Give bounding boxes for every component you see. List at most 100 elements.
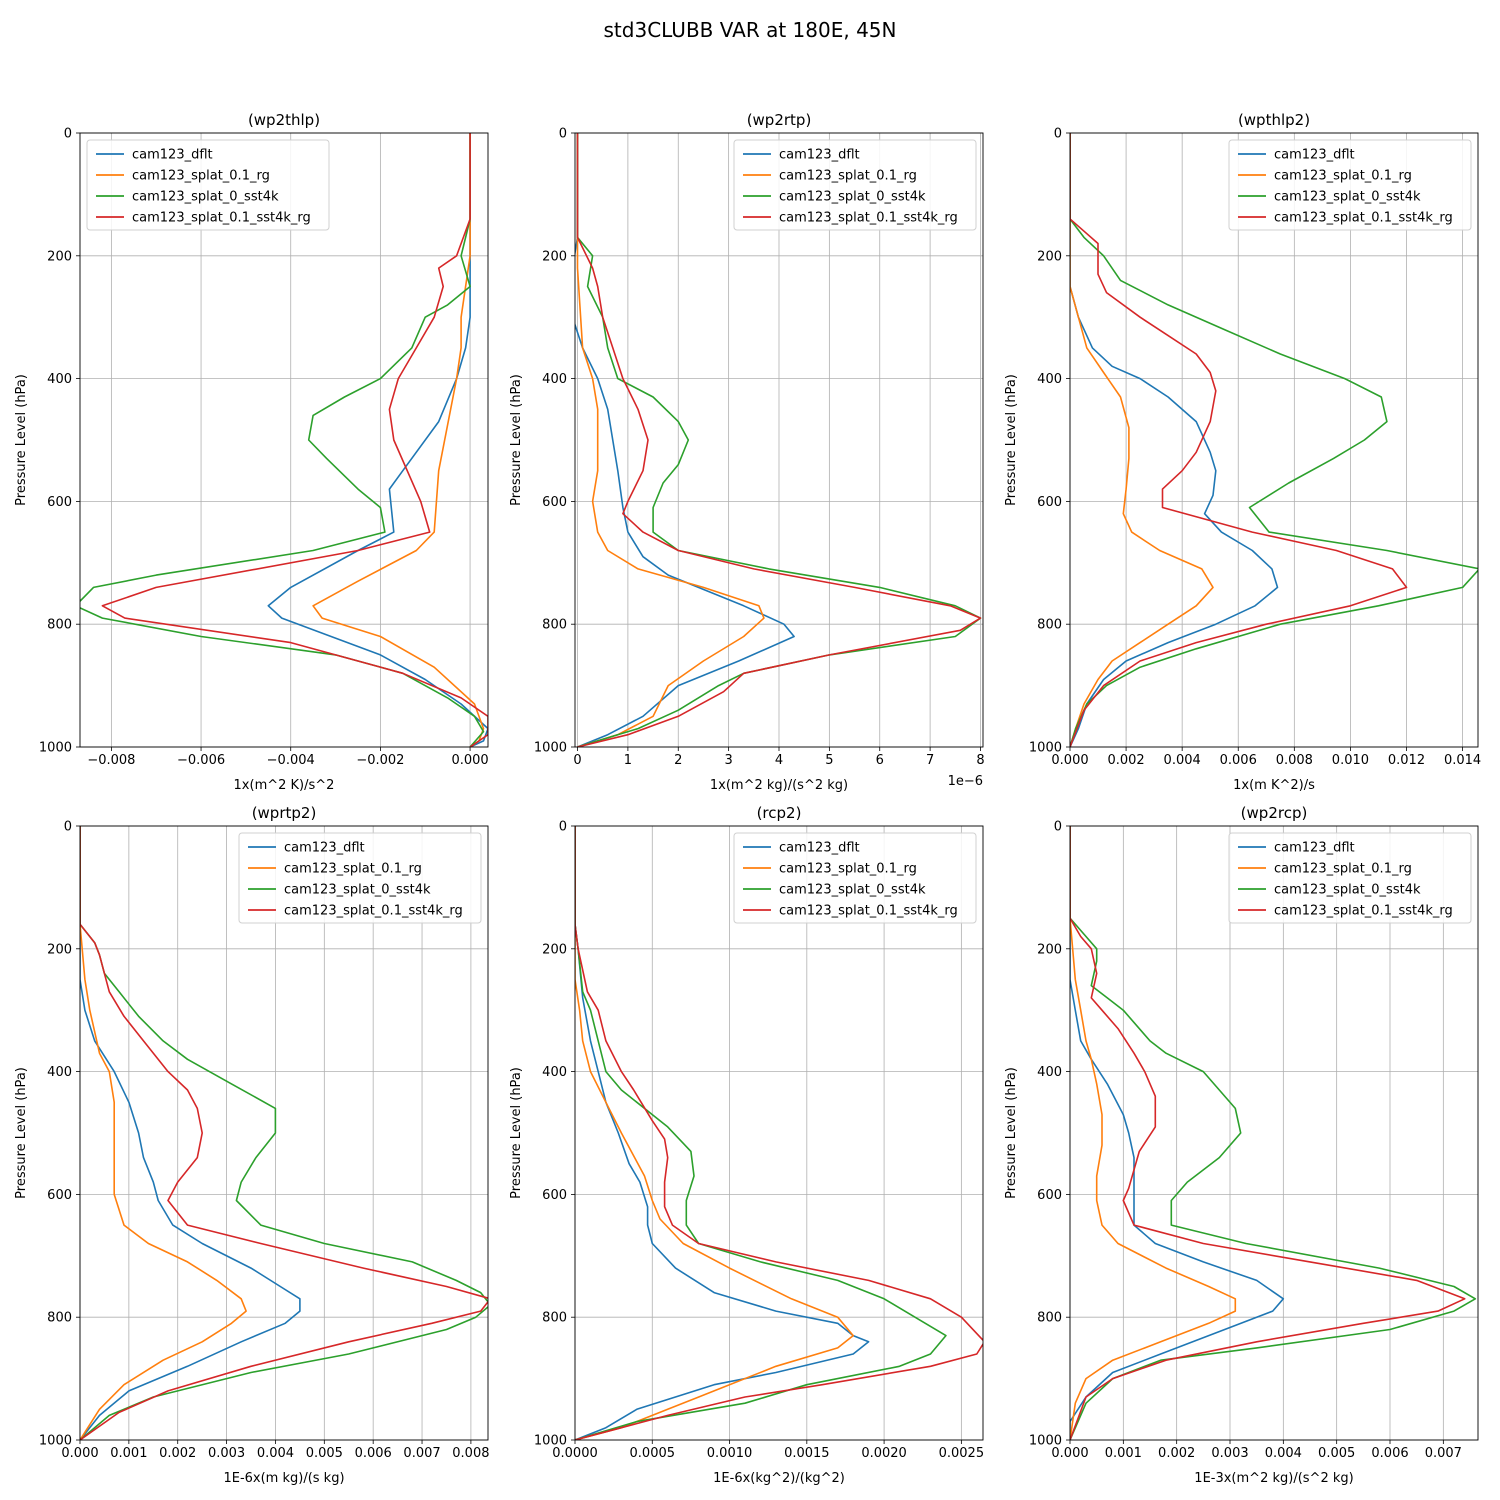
series-line-cam123_dflt bbox=[1070, 133, 1279, 747]
y-tick-label: 0 bbox=[64, 127, 72, 142]
y-tick-label: 800 bbox=[47, 618, 72, 633]
legend-label: cam123_splat_0.1_sst4k_rg bbox=[779, 211, 958, 226]
x-tick-label: 0.008 bbox=[1276, 753, 1313, 768]
legend-label: cam123_splat_0.1_sst4k_rg bbox=[1274, 904, 1453, 919]
series-line-cam123_splat_0.1_rg bbox=[576, 133, 765, 747]
series-line-cam123_dflt bbox=[575, 826, 870, 1440]
y-tick-label: 1000 bbox=[39, 741, 72, 756]
x-tick-label: 0 bbox=[573, 753, 581, 768]
chart-panel: 0.000 0.001 0.002 0.003 0.004 0.005 0.006 0.007… bbox=[1004, 804, 1479, 1486]
series-line-cam123_splat_0.1_rg bbox=[312, 133, 485, 747]
series-line-cam123_dflt bbox=[267, 133, 488, 747]
x-tick-label: 0.002 bbox=[159, 1446, 196, 1461]
legend-label: cam123_splat_0.1_rg bbox=[1274, 862, 1412, 877]
panel-title: (wprtp2) bbox=[252, 804, 317, 822]
y-tick-label: 0 bbox=[559, 820, 567, 835]
legend-label: cam123_splat_0_sst4k bbox=[284, 883, 431, 898]
x-axis-label: 1E-6x(m kg)/(s kg) bbox=[223, 1471, 344, 1486]
legend-label: cam123_splat_0.1_rg bbox=[132, 169, 270, 184]
legend-label: cam123_splat_0.1_sst4k_rg bbox=[132, 211, 311, 226]
y-tick-label: 800 bbox=[1037, 1311, 1062, 1326]
figure-title: std3CLUBB VAR at 180E, 45N bbox=[604, 18, 897, 42]
y-axis-label: Pressure Level (hPa) bbox=[1004, 1067, 1019, 1199]
x-tick-label: −0.006 bbox=[177, 753, 225, 768]
x-tick-label: 0.000 bbox=[1051, 753, 1088, 768]
legend-box bbox=[733, 139, 977, 231]
legend-label: cam123_dflt bbox=[284, 841, 365, 856]
y-tick-label: 1000 bbox=[534, 741, 567, 756]
panel-title: (wp2rcp) bbox=[1241, 804, 1308, 822]
y-tick-label: 200 bbox=[1037, 249, 1062, 264]
series-line-cam123_splat_0_sst4k bbox=[575, 826, 947, 1440]
x-tick-label: 0.006 bbox=[1220, 753, 1257, 768]
x-tick-label: 6 bbox=[876, 753, 884, 768]
x-tick-label: −0.002 bbox=[356, 753, 404, 768]
chart-panels: −0.008 −0.006 −0.004 −0.002 0.00002004006008… bbox=[14, 111, 1481, 1486]
series-line-cam123_splat_0.1_rg bbox=[1070, 826, 1237, 1440]
legend-label: cam123_dflt bbox=[1274, 841, 1355, 856]
y-axis-label: Pressure Level (hPa) bbox=[509, 1067, 524, 1199]
x-tick-label: 0.014 bbox=[1444, 753, 1481, 768]
y-tick-label: 400 bbox=[47, 372, 72, 387]
x-tick-label: 0.005 bbox=[306, 1446, 343, 1461]
panel-title: (wpthlp2) bbox=[1238, 111, 1310, 129]
y-tick-label: 400 bbox=[542, 1065, 567, 1080]
legend-label: cam123_splat_0.1_sst4k_rg bbox=[284, 904, 463, 919]
x-tick-label: 0.001 bbox=[1105, 1446, 1142, 1461]
x-tick-label: 0.006 bbox=[1371, 1446, 1408, 1461]
x-tick-label: −0.008 bbox=[87, 753, 135, 768]
legend-label: cam123_dflt bbox=[779, 841, 860, 856]
legend-label: cam123_splat_0_sst4k bbox=[779, 190, 926, 205]
legend: cam123_dflt cam123_splat_0.1_rg cam123_spl… bbox=[86, 139, 330, 231]
x-tick-label: 8 bbox=[976, 753, 984, 768]
legend-box bbox=[1228, 139, 1472, 231]
x-tick-label: 2 bbox=[674, 753, 682, 768]
x-tick-label: 1 bbox=[624, 753, 632, 768]
legend-label: cam123_splat_0_sst4k bbox=[779, 883, 926, 898]
x-tick-label: 0.005 bbox=[1318, 1446, 1355, 1461]
y-tick-label: 0 bbox=[1054, 127, 1062, 142]
x-tick-label: 0.002 bbox=[1107, 753, 1144, 768]
y-tick-label: 0 bbox=[559, 127, 567, 142]
axes-frame bbox=[1069, 825, 1479, 1441]
x-tick-label: 0.000 bbox=[1051, 1446, 1088, 1461]
axes-frame bbox=[79, 132, 489, 748]
y-tick-label: 200 bbox=[542, 249, 567, 264]
legend-label: cam123_splat_0_sst4k bbox=[132, 190, 279, 205]
y-tick-label: 600 bbox=[1037, 495, 1062, 510]
y-tick-label: 400 bbox=[542, 372, 567, 387]
series-line-cam123_splat_0_sst4k bbox=[1070, 826, 1477, 1440]
x-tick-label: 0.0005 bbox=[630, 1446, 676, 1461]
x-tick-label: 0.004 bbox=[1164, 753, 1201, 768]
chart-panel: 0.000 0.002 0.004 0.006 0.008 0.010 0.012 0.014… bbox=[1004, 111, 1481, 793]
y-tick-label: 600 bbox=[47, 495, 72, 510]
y-tick-label: 1000 bbox=[1029, 741, 1062, 756]
legend-label: cam123_splat_0.1_rg bbox=[779, 169, 917, 184]
y-axis-label: Pressure Level (hPa) bbox=[14, 374, 29, 506]
y-tick-label: 600 bbox=[542, 1188, 567, 1203]
series-line-cam123_splat_0.1_rg bbox=[1070, 133, 1214, 747]
legend-box bbox=[86, 139, 330, 231]
chart-panel: −0.008 −0.006 −0.004 −0.002 0.000 0 200 400 600 8… bbox=[14, 111, 489, 793]
legend-label: cam123_splat_0.1_sst4k_rg bbox=[779, 904, 958, 919]
y-tick-label: 400 bbox=[1037, 372, 1062, 387]
series-line-cam123_splat_0.1_sst4k_rg bbox=[101, 133, 488, 747]
x-tick-label: −0.004 bbox=[267, 753, 315, 768]
y-tick-label: 800 bbox=[542, 618, 567, 633]
y-tick-label: 200 bbox=[542, 942, 567, 957]
x-tick-label: 0.0010 bbox=[707, 1446, 753, 1461]
x-tick-label: 0.007 bbox=[1425, 1446, 1462, 1461]
legend: cam123_dflt cam123_splat_0.1_rg cam123_spl… bbox=[733, 832, 977, 924]
y-tick-label: 400 bbox=[1037, 1065, 1062, 1080]
x-tick-label: 0.0015 bbox=[784, 1446, 830, 1461]
x-axis-label: 1x(m^2 kg)/(s^2 kg) bbox=[710, 778, 848, 793]
x-tick-label: 0.008 bbox=[452, 1446, 489, 1461]
series-line-cam123_dflt bbox=[1070, 826, 1285, 1440]
series-line-cam123_dflt bbox=[575, 133, 795, 747]
x-tick-label: 0.0000 bbox=[552, 1446, 598, 1461]
chart-panel: 0.000 0.001 0.002 0.003 0.004 0.005 0.006 0.007… bbox=[14, 804, 490, 1486]
y-tick-label: 200 bbox=[47, 249, 72, 264]
x-tick-label: 0.001 bbox=[110, 1446, 147, 1461]
legend-label: cam123_dflt bbox=[132, 148, 213, 163]
legend-box bbox=[733, 832, 977, 924]
